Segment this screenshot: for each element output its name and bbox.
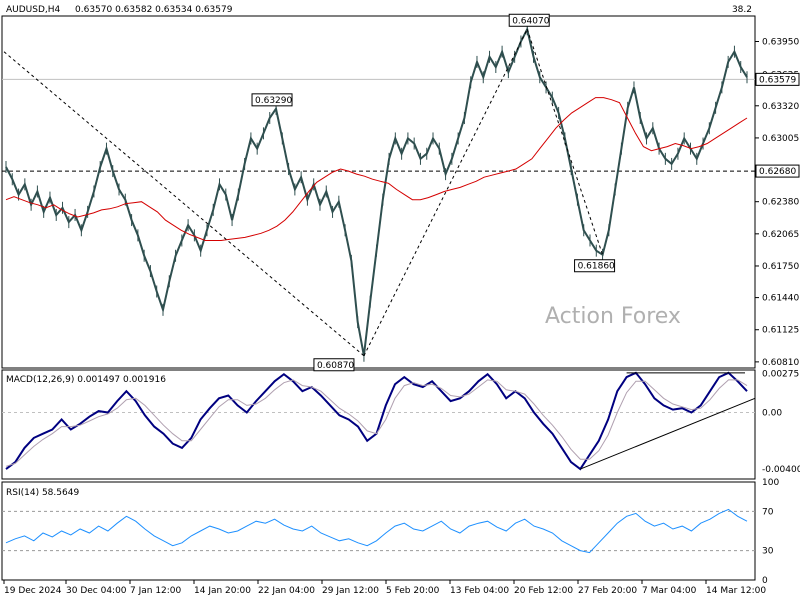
time-axis-label: 29 Jan 12:00 — [322, 586, 379, 596]
swing-label: 0.61860 — [578, 262, 615, 272]
swing-label-box — [574, 259, 616, 273]
price-axis-label: 0.63320 — [762, 102, 799, 112]
rsi-panel — [1, 481, 756, 581]
price-axis-label: 0.60810 — [762, 358, 799, 368]
header-right-value: 38.2 — [732, 5, 752, 15]
price-axis-label: 0.61440 — [762, 294, 799, 304]
header-ohlc: 0.63570 0.63582 0.63534 0.63579 — [75, 5, 233, 15]
time-axis-label: 19 Dec 2024 — [4, 586, 62, 596]
time-axis-label: 14 Jan 20:00 — [194, 586, 251, 596]
header-symbol: AUDUSD,H4 — [6, 5, 61, 15]
rsi-axis-label: 100 — [762, 478, 779, 488]
time-axis-label: 7 Jan 12:00 — [130, 586, 182, 596]
swing-label-box — [508, 13, 550, 27]
macd-axis-label: 0.00275 — [762, 370, 799, 380]
price-axis-label: 0.63005 — [762, 134, 799, 144]
moving-average-line — [5, 97, 748, 241]
trend-line — [363, 29, 528, 356]
trend-line — [3, 51, 365, 357]
macd-trend-line — [580, 397, 756, 470]
time-axis-label: 7 Mar 04:00 — [642, 586, 697, 596]
time-axis-label: 20 Feb 12:00 — [514, 586, 573, 596]
rsi-axis-label: 70 — [762, 507, 774, 517]
rsi-line — [5, 508, 748, 554]
time-axis-label: 30 Dec 04:00 — [66, 586, 127, 596]
support-level-tag: 0.62680 — [759, 167, 796, 177]
current-price-tag: 0.63579 — [759, 75, 796, 85]
time-axis-label: 13 Feb 04:00 — [450, 586, 509, 596]
swing-label-box — [313, 358, 355, 372]
rsi-axis-label: 30 — [762, 547, 774, 557]
price-axis-label: 0.61125 — [762, 326, 799, 336]
swing-label: 0.63290 — [255, 96, 292, 106]
macd-title: MACD(12,26,9) 0.001497 0.001916 — [6, 375, 166, 385]
macd-axis-label: 0.00 — [762, 408, 782, 418]
current-price-tag-box — [755, 72, 800, 86]
price-axis-label: 0.62380 — [762, 198, 799, 208]
time-axis-label: 5 Feb 20:00 — [386, 586, 440, 596]
time-axis-label: 14 Mar 12:00 — [706, 586, 766, 596]
price-axis-label: 0.62065 — [762, 230, 799, 240]
price-panel — [1, 15, 756, 369]
support-level-tag-box — [755, 164, 800, 178]
swing-label-box — [251, 93, 293, 107]
swing-label: 0.60870 — [317, 361, 354, 371]
time-axis-label: 22 Jan 04:00 — [258, 586, 315, 596]
trend-line — [526, 29, 604, 255]
rsi-axis-label: 0 — [762, 576, 768, 586]
macd-signal-line — [5, 379, 748, 467]
macd-axis-label: -0.004006 — [762, 465, 800, 475]
price-axis-label: 0.63950 — [762, 38, 799, 48]
watermark: Action Forex — [545, 304, 681, 329]
rsi-title: RSI(14) 58.5649 — [6, 488, 79, 498]
time-axis-label: 27 Feb 20:00 — [578, 586, 637, 596]
price-axis-label: 0.61750 — [762, 262, 799, 272]
swing-label: 0.64070 — [512, 16, 549, 26]
